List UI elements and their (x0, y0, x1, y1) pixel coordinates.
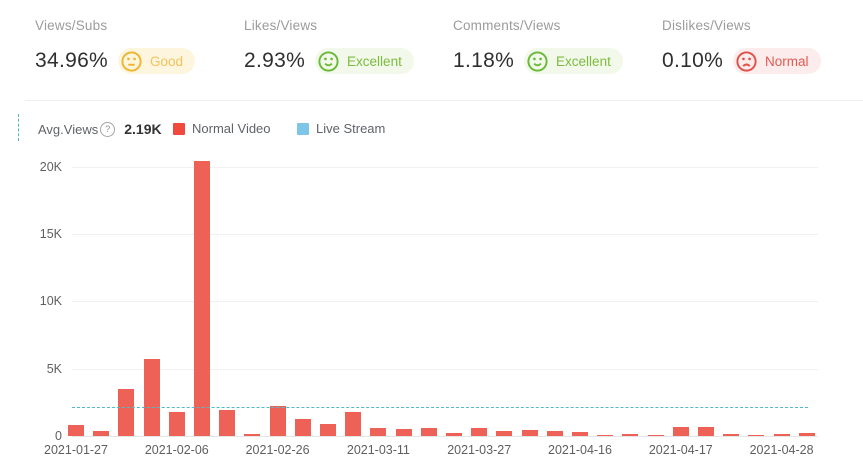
bar[interactable] (798, 432, 815, 436)
section-divider (25, 100, 863, 101)
legend-item-normal-video[interactable]: Normal Video (173, 121, 271, 136)
bar[interactable] (118, 388, 135, 436)
bar[interactable] (194, 161, 210, 436)
x-axis-tick-label: 2021-02-26 (245, 443, 310, 457)
metric-card-comments-views: Comments/Views 1.18% Excellent (453, 18, 623, 74)
bar[interactable] (143, 359, 160, 436)
bar[interactable] (521, 429, 538, 436)
bar[interactable] (68, 424, 84, 436)
x-axis-tick-label: 2021-04-28 (749, 443, 814, 457)
gridline (72, 166, 818, 168)
bar[interactable] (320, 423, 336, 436)
metric-label: Dislikes/Views (662, 18, 751, 33)
bar[interactable] (622, 433, 639, 436)
rating-label: Good (150, 53, 184, 69)
bar[interactable] (471, 427, 488, 436)
metric-label: Views/Subs (35, 18, 108, 33)
bar[interactable] (244, 433, 261, 436)
y-axis-tick-label: 15K (39, 227, 62, 242)
x-axis-tick-label: 2021-03-11 (346, 443, 410, 457)
metric-card-likes-views: Likes/Views 2.93% Excellent (244, 18, 414, 74)
y-axis-tick-label: 5K (46, 361, 62, 376)
x-axis-tick-label: 2021-01-27 (44, 443, 108, 457)
legend-item-live-stream[interactable]: Live Stream (297, 121, 385, 136)
metric-card-views-subs: Views/Subs 34.96% Good (35, 18, 196, 74)
avg-views-value: 2.19K (124, 121, 162, 137)
metric-value: 1.18% (453, 49, 515, 72)
smiley-face-icon (317, 50, 340, 73)
gridline (72, 301, 818, 303)
x-axis-tick-label: 2021-02-06 (144, 443, 209, 457)
average-views-line (72, 406, 808, 408)
bar[interactable] (546, 431, 563, 436)
y-axis-tick-label: 10K (39, 294, 62, 309)
views-bar-chart: 0 5K 10K 15K 20K 2021-01-27 2021-02-06 2021-02-… (0, 150, 863, 469)
rating-badge: Excellent (524, 48, 623, 74)
bar[interactable] (395, 429, 412, 436)
bar[interactable] (496, 431, 513, 436)
avg-views-label: Avg.Views (38, 121, 99, 137)
legend-label: Live Stream (316, 121, 386, 136)
bar[interactable] (345, 412, 362, 436)
gridline (72, 436, 818, 437)
y-axis-tick-label: 20K (39, 159, 62, 174)
y-axis-tick-label: 0 (55, 429, 62, 443)
bar[interactable] (698, 427, 714, 436)
metric-label: Comments/Views (453, 18, 561, 33)
bar[interactable] (748, 435, 765, 436)
rating-badge: Normal (733, 48, 821, 74)
rating-badge: Excellent (315, 48, 414, 74)
live-stream-swatch-icon (297, 122, 309, 135)
gridline (72, 368, 818, 370)
bar[interactable] (647, 434, 664, 436)
sad-face-icon (735, 50, 758, 73)
bar[interactable] (672, 427, 689, 436)
help-icon[interactable]: ? (100, 121, 116, 137)
rating-badge: Good (118, 48, 196, 74)
gridline (72, 234, 818, 236)
avg-views-legend: Avg.Views ? 2.19K (38, 121, 162, 137)
x-axis-tick-label: 2021-04-16 (548, 443, 612, 457)
bar[interactable] (420, 427, 437, 436)
metric-value: 0.10% (662, 49, 724, 72)
rating-label: Excellent (556, 53, 611, 69)
rating-label: Normal (765, 53, 809, 69)
smiley-face-icon (526, 50, 549, 73)
bar[interactable] (370, 427, 387, 436)
bar[interactable] (294, 418, 311, 436)
bar[interactable] (597, 434, 614, 436)
neutral-face-icon (120, 50, 143, 73)
metric-value: 34.96% (35, 49, 109, 72)
metric-value: 2.93% (244, 49, 306, 72)
rating-label: Excellent (347, 53, 402, 69)
bar[interactable] (572, 431, 588, 436)
bar[interactable] (93, 430, 110, 436)
bar[interactable] (269, 405, 286, 436)
metric-card-dislikes-views: Dislikes/Views 0.10% Normal (662, 18, 821, 74)
legend-label: Normal Video (192, 121, 271, 136)
bar[interactable] (446, 432, 462, 436)
bar[interactable] (723, 433, 740, 436)
avg-line-legend-marker (18, 114, 19, 141)
bar[interactable] (773, 434, 790, 436)
normal-video-swatch-icon (173, 122, 185, 135)
x-axis-tick-label: 2021-03-27 (447, 443, 512, 457)
x-axis-tick-label: 2021-04-17 (648, 443, 713, 457)
bar[interactable] (219, 410, 236, 436)
metric-label: Likes/Views (244, 18, 318, 33)
bar[interactable] (168, 411, 185, 436)
